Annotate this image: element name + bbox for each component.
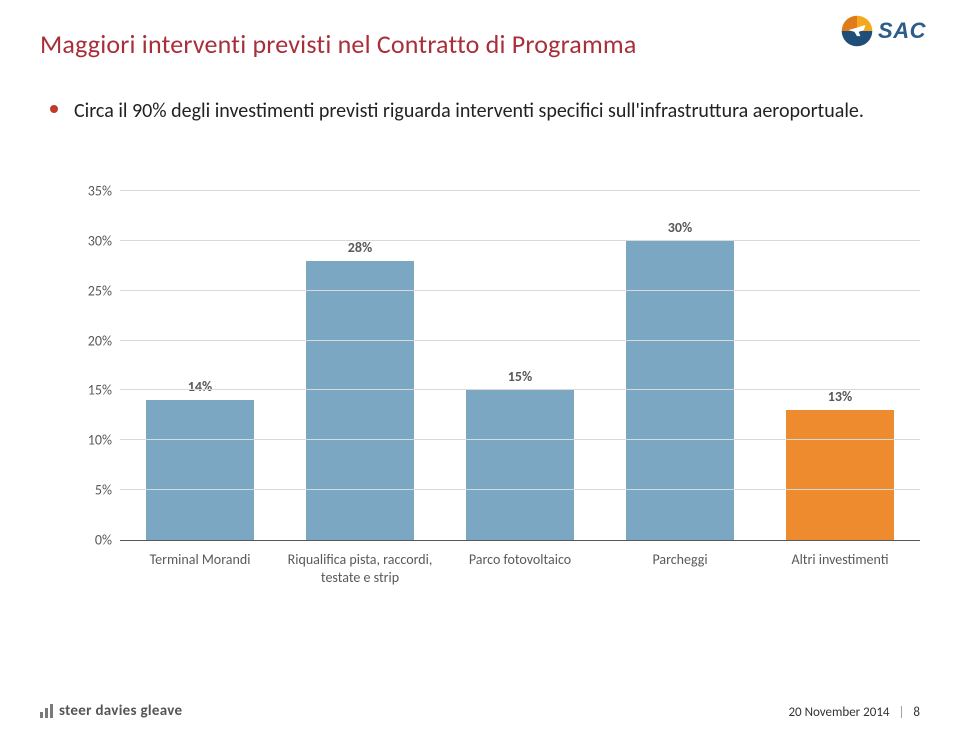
chart-bars: 14% 28% 15% 30% 13% <box>120 191 920 540</box>
footer-date: 20 November 2014 <box>788 705 889 720</box>
chart-x-label: Riqualifica pista, raccordi, testate e s… <box>280 545 440 591</box>
chart-bar-value: 15% <box>466 368 575 385</box>
footer-brand: steer davies gleave <box>40 702 182 720</box>
chart-gridline <box>120 290 920 291</box>
chart-bar-slot: 28% <box>280 191 440 540</box>
chart-bar-value: 28% <box>306 239 415 256</box>
footer-page-number: 8 <box>913 705 920 720</box>
bar-chart: 14% 28% 15% 30% 13% 0% 5% 10% 15% 20% 25% 30% 35% T… <box>70 161 940 591</box>
chart-y-tick: 5% <box>72 482 112 499</box>
chart-x-label: Parco fotovoltaico <box>440 545 600 591</box>
chart-bar-value: 14% <box>146 378 255 395</box>
chart-bar-value: 13% <box>786 388 895 405</box>
chart-gridline <box>120 240 920 241</box>
chart-gridline <box>120 190 920 191</box>
chart-gridline <box>120 489 920 490</box>
chart-y-tick: 10% <box>72 432 112 449</box>
chart-y-tick: 30% <box>72 232 112 249</box>
chart-gridline <box>120 439 920 440</box>
chart-y-tick: 0% <box>72 532 112 549</box>
chart-bar-slot: 14% <box>120 191 280 540</box>
chart-x-label: Terminal Morandi <box>120 545 280 591</box>
logo: SAC <box>840 14 926 48</box>
footer-page-info: 20 November 2014 | 8 <box>788 705 920 720</box>
bullet-text: Circa il 90% degli investimenti previsti… <box>74 98 864 125</box>
chart-x-labels: Terminal MorandiRiqualifica pista, racco… <box>120 545 920 591</box>
chart-y-tick: 25% <box>72 282 112 299</box>
chart-y-tick: 15% <box>72 382 112 399</box>
brand-bars-icon <box>40 704 53 718</box>
slide: SAC Maggiori interventi previsti nel Con… <box>0 0 960 736</box>
chart-plot-area: 14%28%15%30%13% 0%5%10%15%20%25%30%35% <box>120 191 920 541</box>
chart-x-label: Parcheggi <box>600 545 760 591</box>
chart-bar: 15% <box>466 390 575 540</box>
page-title: Maggiori interventi previsti nel Contrat… <box>40 28 920 60</box>
chart-bar: 28% <box>306 261 415 540</box>
bullet-item: Circa il 90% degli investimenti previsti… <box>50 98 920 125</box>
chart-y-tick: 20% <box>72 332 112 349</box>
chart-bar: 14% <box>146 400 255 540</box>
bullet-icon <box>50 105 58 113</box>
footer-sep: | <box>898 705 904 720</box>
logo-text: SAC <box>878 18 926 44</box>
chart-bar: 13% <box>786 410 895 540</box>
chart-bar-value: 30% <box>626 219 735 236</box>
footer-brand-text: steer davies gleave <box>59 702 182 720</box>
chart-x-label: Altri investimenti <box>760 545 920 591</box>
chart-y-tick: 35% <box>72 183 112 200</box>
chart-bar-slot: 13% <box>760 191 920 540</box>
chart-bar-slot: 15% <box>440 191 600 540</box>
chart-bar-slot: 30% <box>600 191 760 540</box>
chart-gridline <box>120 389 920 390</box>
chart-gridline <box>120 340 920 341</box>
footer: steer davies gleave 20 November 2014 | 8 <box>40 702 920 720</box>
logo-mark-icon <box>840 14 874 48</box>
